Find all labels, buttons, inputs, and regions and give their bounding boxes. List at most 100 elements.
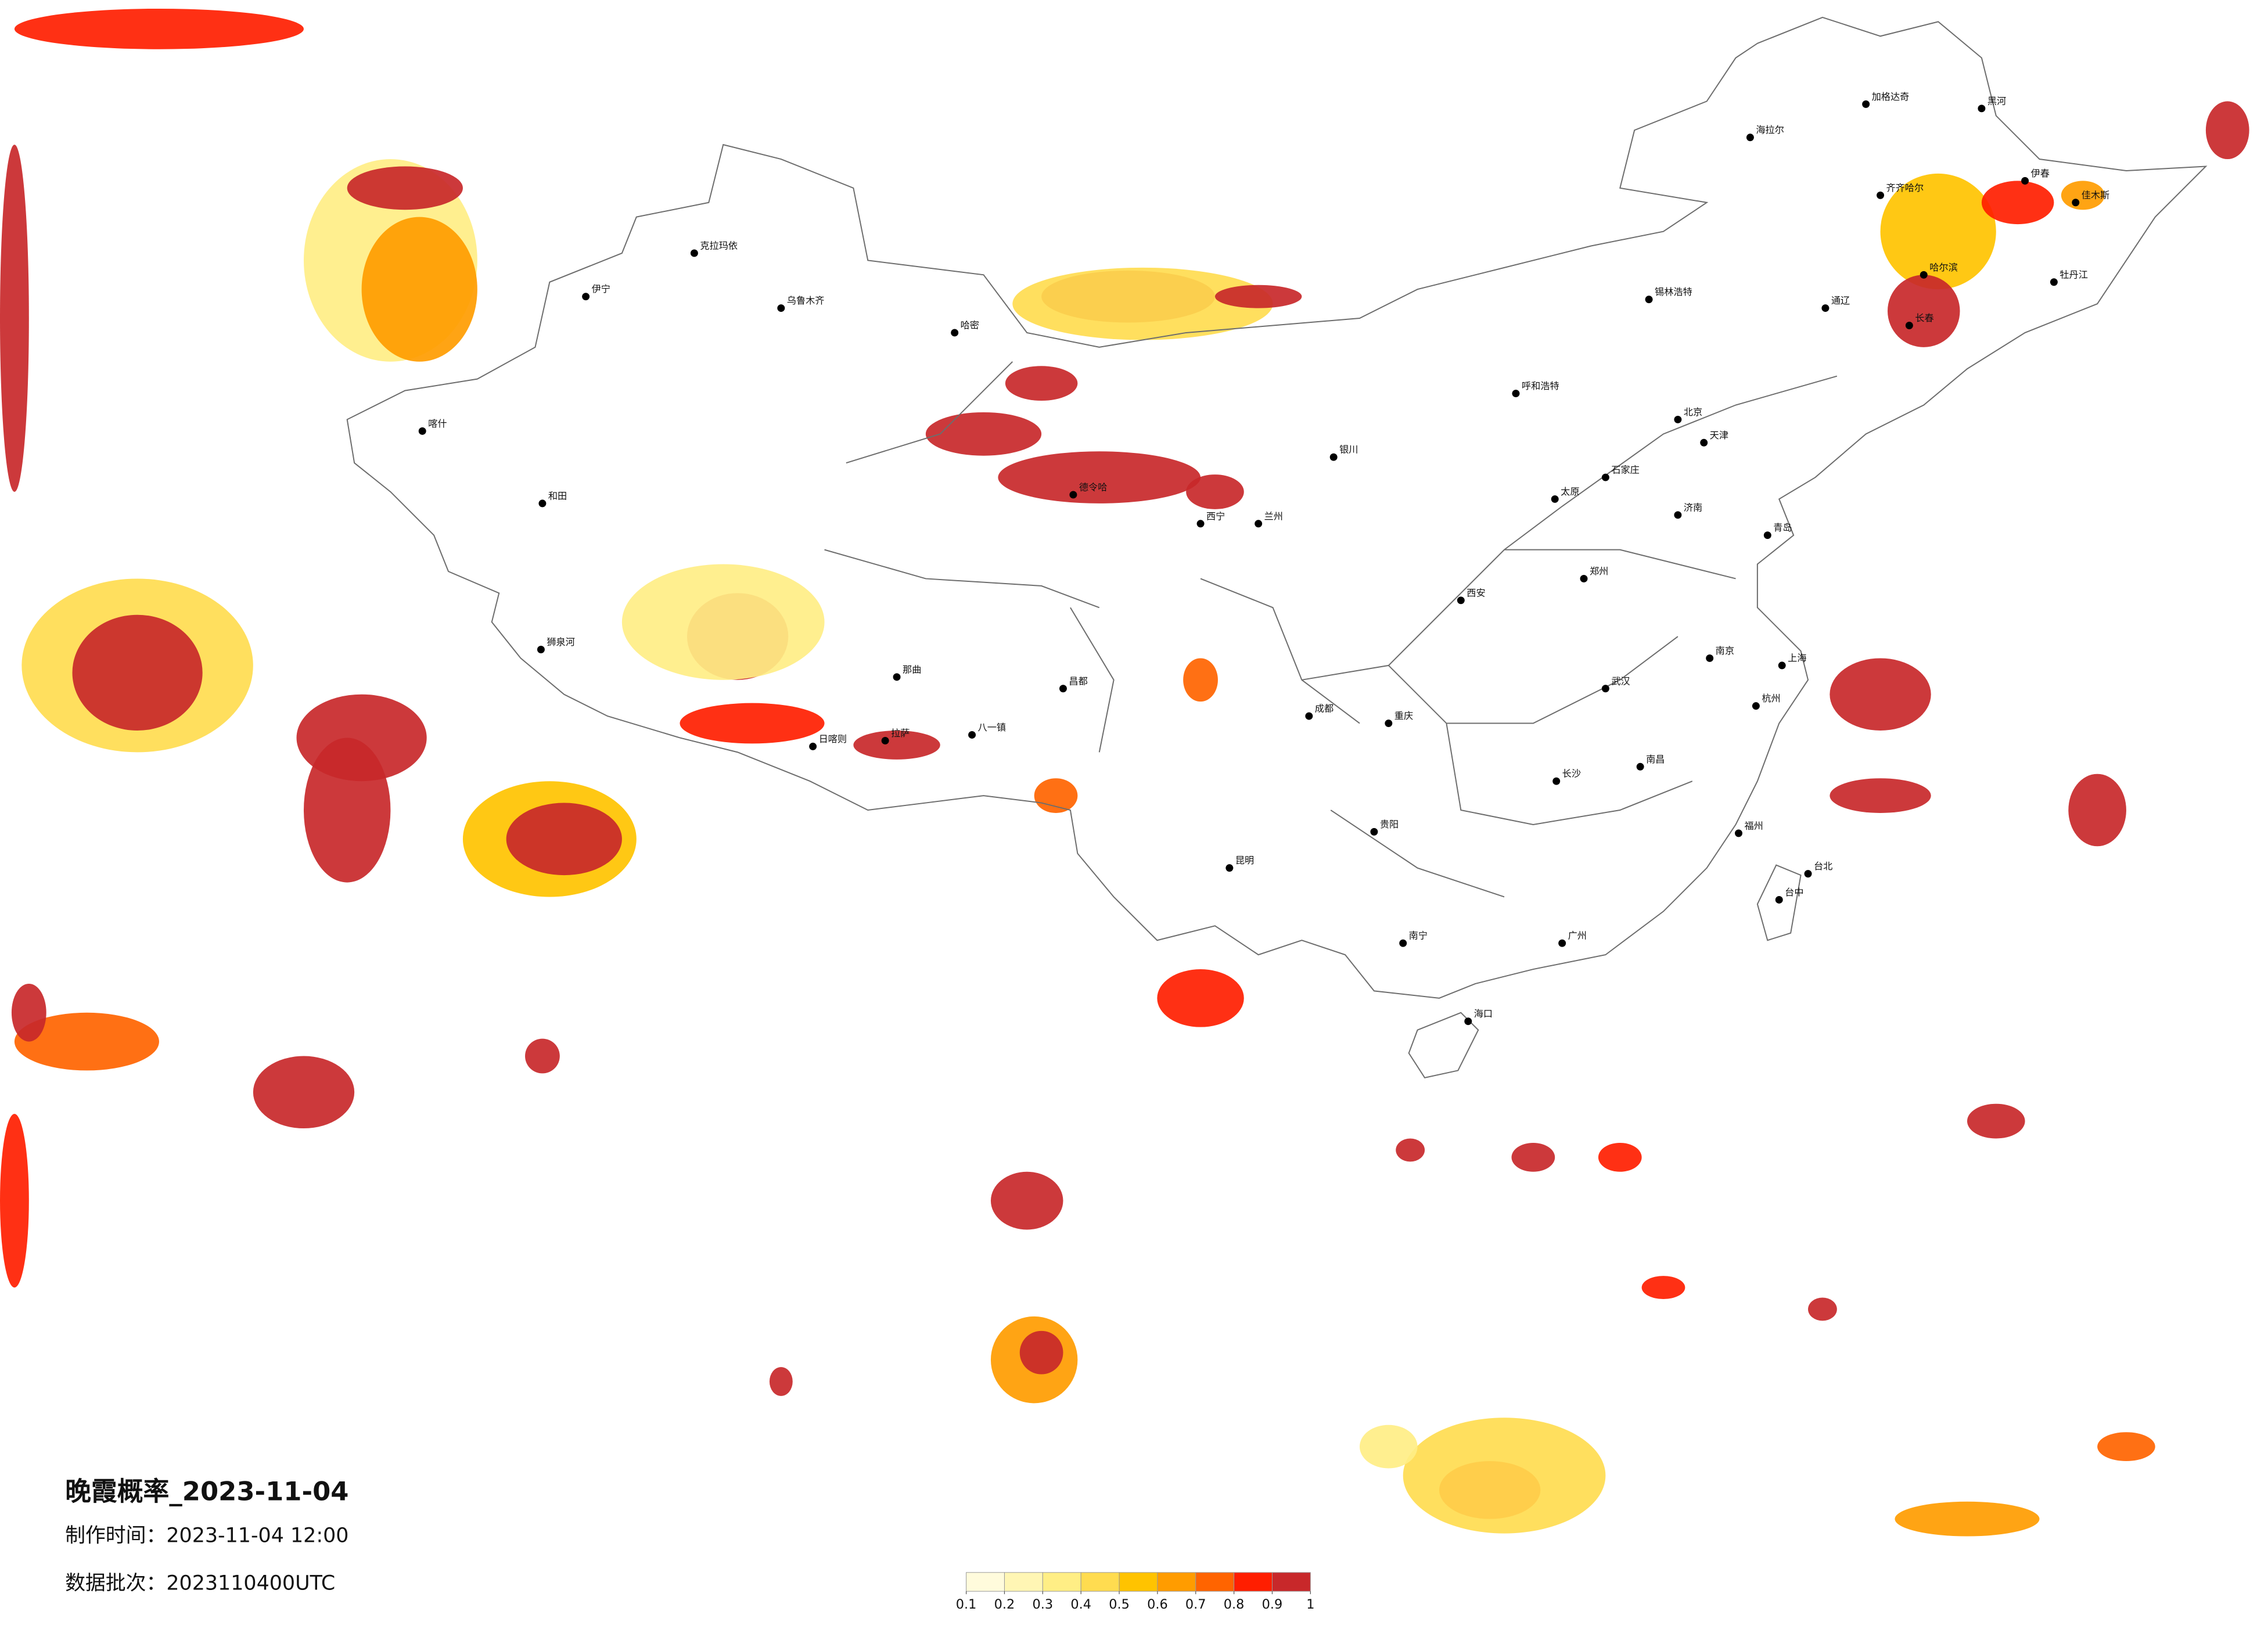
heat-patch xyxy=(347,166,463,210)
heat-patch xyxy=(1034,778,1078,813)
city-dot xyxy=(1512,390,1520,398)
city-label: 昌都 xyxy=(1069,675,1087,686)
city-label: 贵阳 xyxy=(1380,819,1399,830)
city-label: 兰州 xyxy=(1264,510,1283,521)
heat-patch xyxy=(1403,1418,1606,1534)
city-dot xyxy=(1601,685,1609,693)
city-dot xyxy=(1196,520,1205,528)
city-dot xyxy=(1457,596,1465,605)
city-dot xyxy=(1700,438,1708,447)
city-dot xyxy=(1920,271,1928,279)
city-dot xyxy=(1580,574,1588,582)
heat-patch xyxy=(1967,1103,2025,1139)
legend-swatch xyxy=(1271,1572,1311,1592)
city-dot xyxy=(1746,134,1754,142)
city-dot xyxy=(1255,520,1263,528)
city-dot xyxy=(1674,511,1682,519)
city-dot xyxy=(1978,105,1986,113)
heat-patch xyxy=(1019,1330,1063,1375)
city-label: 八一镇 xyxy=(978,722,1007,733)
city-dot xyxy=(1636,762,1644,771)
city-dot xyxy=(1370,828,1378,836)
heat-patch xyxy=(1214,285,1302,308)
heat-patch xyxy=(361,217,477,362)
city-dot xyxy=(777,304,785,312)
city-label: 上海 xyxy=(1788,652,1806,663)
heat-patch xyxy=(2097,1432,2155,1462)
city-label: 狮泉河 xyxy=(547,636,575,647)
heat-patch xyxy=(72,614,203,731)
heat-patch xyxy=(253,1056,355,1129)
city-dot xyxy=(1706,654,1714,662)
city-dot xyxy=(893,673,901,681)
city-label: 成都 xyxy=(1315,703,1334,714)
city-label: 台北 xyxy=(1814,861,1832,872)
city-label: 西安 xyxy=(1467,587,1485,598)
city-dot xyxy=(1385,720,1393,728)
legend-tick-label: 0.1 xyxy=(956,1597,977,1612)
city-label: 西宁 xyxy=(1206,510,1225,521)
city-dot xyxy=(418,427,426,435)
city-dot xyxy=(1804,870,1812,878)
city-label: 和田 xyxy=(548,490,567,501)
legend-tick-label: 0.7 xyxy=(1185,1597,1206,1612)
data-batch: 数据批次：2023110400UTC xyxy=(65,1572,335,1595)
city-dot xyxy=(1399,939,1407,947)
city-label: 石家庄 xyxy=(1611,465,1640,476)
legend-swatch xyxy=(1157,1572,1196,1592)
heat-patch xyxy=(1888,275,1960,347)
city-label: 加格达奇 xyxy=(1872,91,1910,102)
legend-swatch xyxy=(1195,1572,1235,1592)
city-label: 太原 xyxy=(1561,486,1579,497)
city-label: 武汉 xyxy=(1611,675,1630,686)
heat-patch xyxy=(14,1012,159,1071)
city-label: 南昌 xyxy=(1646,754,1665,765)
legend-swatch xyxy=(1119,1572,1158,1592)
heat-patch xyxy=(1005,366,1078,401)
probability-field xyxy=(0,8,2249,1537)
city-dot xyxy=(1645,296,1653,304)
city-dot xyxy=(1069,491,1077,499)
legend-swatch xyxy=(1234,1572,1273,1592)
china-outline xyxy=(346,16,2208,999)
heat-patch xyxy=(1830,778,1931,813)
city-label: 伊春 xyxy=(2031,168,2050,179)
city-dot xyxy=(1821,304,1830,312)
heat-patch xyxy=(1895,1501,2040,1537)
city-dot xyxy=(1225,864,1234,872)
heat-patch xyxy=(1360,1424,1418,1469)
legend-swatch xyxy=(1042,1572,1081,1592)
city-label: 南京 xyxy=(1716,645,1734,656)
city-dot xyxy=(1305,712,1313,720)
city-dot xyxy=(951,329,959,337)
city-dot xyxy=(690,249,698,257)
hainan xyxy=(1408,1012,1479,1078)
heat-patch xyxy=(680,703,825,744)
heat-patch xyxy=(1641,1276,1685,1300)
city-dot xyxy=(1763,531,1771,539)
city-label: 广州 xyxy=(1568,930,1587,941)
city-label: 台中 xyxy=(1785,887,1803,898)
made-time: 制作时间：2023-11-04 12:00 xyxy=(65,1524,348,1548)
city-label: 长春 xyxy=(1915,312,1933,323)
heat-patch xyxy=(1598,1142,1642,1172)
city-dot xyxy=(2072,199,2080,207)
city-dot xyxy=(1059,685,1067,693)
legend-swatch xyxy=(1004,1572,1043,1592)
city-label: 福州 xyxy=(1744,820,1763,831)
heat-patch xyxy=(0,145,29,492)
city-dot xyxy=(1877,191,1885,199)
city-dot xyxy=(1735,829,1742,837)
city-label: 昆明 xyxy=(1235,855,1254,866)
heat-patch xyxy=(11,983,46,1042)
legend-tick-label: 0.4 xyxy=(1070,1597,1091,1612)
legend-tick-label: 0.3 xyxy=(1033,1597,1054,1612)
heat-patch xyxy=(2205,101,2249,160)
legend-tick-label: 1 xyxy=(1306,1597,1314,1612)
heat-patch xyxy=(769,1367,793,1396)
city-label: 乌鲁木齐 xyxy=(787,295,825,306)
city-label: 佳木斯 xyxy=(2082,189,2110,200)
